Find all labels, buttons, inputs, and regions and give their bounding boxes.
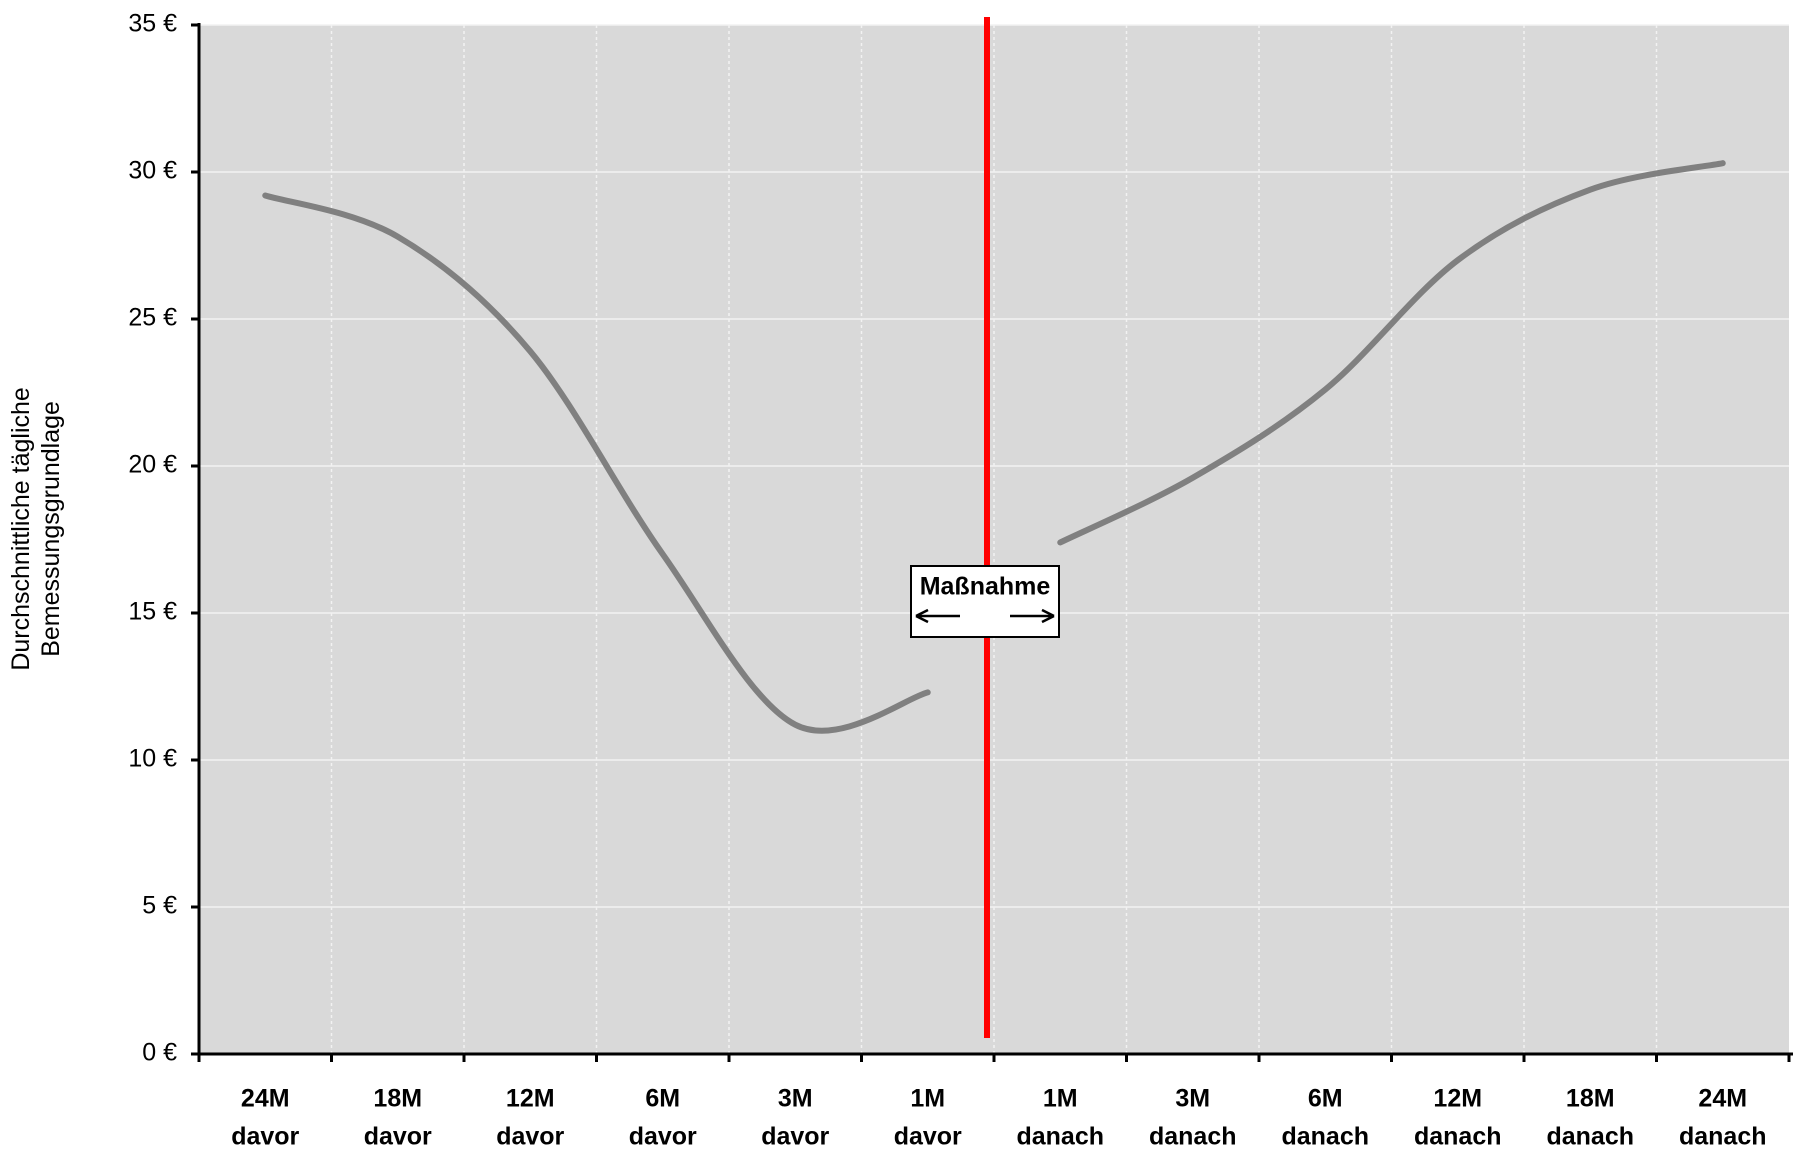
plot-area [199,25,1789,1054]
x-tick-label: 18M [373,1085,422,1113]
y-tick-label: 25 € [128,304,177,332]
annotation-arrow [915,608,960,624]
x-tick-label: 3M [778,1085,813,1113]
annotation-box [910,565,1060,638]
y-tick-label: 15 € [128,598,177,626]
x-tick-label: davor [231,1123,299,1151]
x-tick-label: davor [629,1123,697,1151]
y-tick-label: 0 € [142,1039,177,1067]
series-line [262,192,931,734]
x-tick-label: danach [1546,1123,1634,1151]
x-tick-label: 6M [1308,1085,1343,1113]
x-tick-label: danach [1016,1123,1104,1151]
x-tick-label: 1M [910,1085,945,1113]
x-tick-label: davor [894,1123,962,1151]
y-tick-label: 10 € [128,745,177,773]
x-tick-label: 24M [241,1085,290,1113]
annotation: Maßnahme [920,573,1051,601]
x-tick-label: 12M [506,1085,555,1113]
y-tick-label: 35 € [128,10,177,38]
x-tick-label: 1M [1043,1085,1078,1113]
y-axis-title: Durchschnittliche täglicheBemessungsgrun… [7,387,65,670]
x-tick-label: davor [364,1123,432,1151]
x-tick-label: 3M [1175,1085,1210,1113]
x-tick-label: danach [1281,1123,1369,1151]
series-line [1057,160,1726,546]
x-tick-label: davor [761,1123,829,1151]
x-tick-label: 12M [1433,1085,1482,1113]
x-tick-label: 18M [1566,1085,1615,1113]
y-tick-label: 5 € [142,892,177,920]
x-tick-label: davor [496,1123,564,1151]
y-axis-title-line: Durchschnittliche tägliche [7,387,35,670]
y-axis-title-line: Bemessungsgrundlage [37,401,65,657]
y-tick-label: 30 € [128,157,177,185]
x-tick-label: 6M [645,1085,680,1113]
annotation-arrow [1010,608,1055,624]
x-tick-label: danach [1414,1123,1502,1151]
x-tick-label: 24M [1698,1085,1747,1113]
x-tick-label: danach [1149,1123,1237,1151]
y-tick-label: 20 € [128,451,177,479]
x-tick-label: danach [1679,1123,1767,1151]
